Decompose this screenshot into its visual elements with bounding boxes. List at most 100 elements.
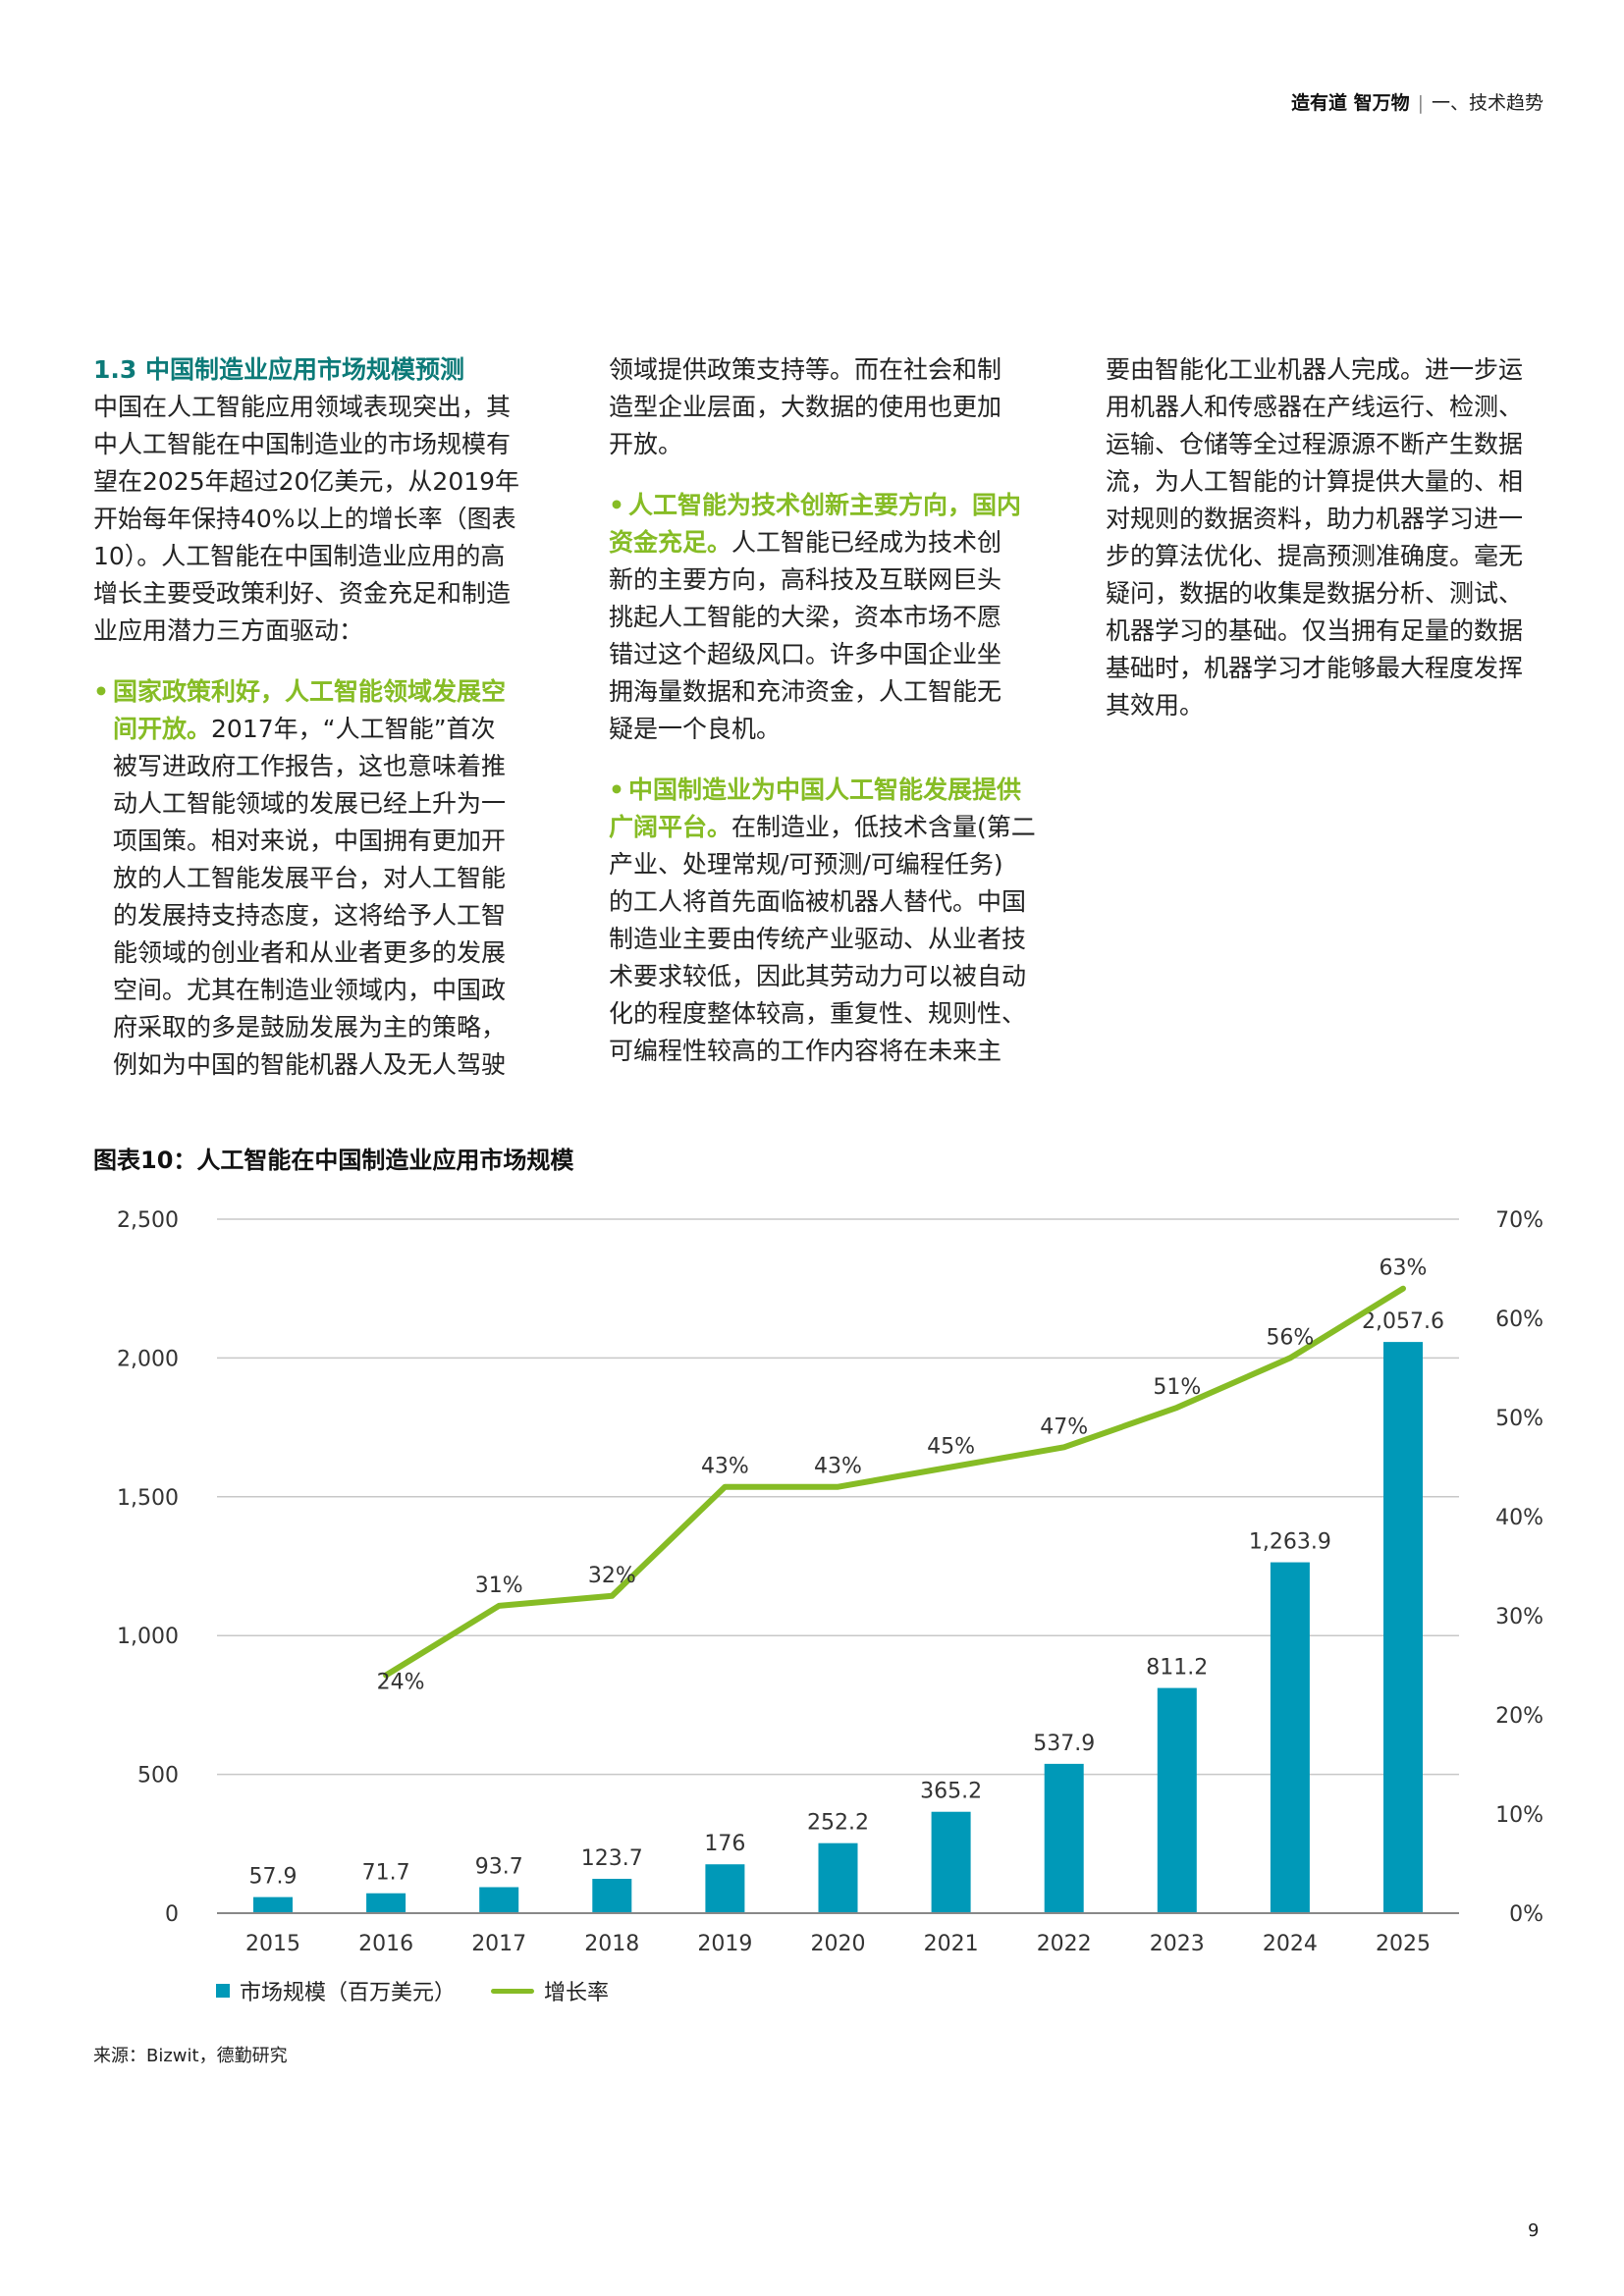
bar-2015: [253, 1896, 293, 1913]
body-text: 增长主要受政策利好、资金充足和制造: [93, 579, 512, 608]
text-line: 对规则的数据资料，助力机器学习进一: [1106, 501, 1567, 538]
text-line: 开始每年保持40%以上的增长率（图表: [93, 501, 555, 538]
line-value-label: 24%: [377, 1671, 425, 1695]
right-axis-tick: 70%: [1495, 1208, 1543, 1233]
text-line: 运输、仓储等全过程源源不断产生数据: [1106, 426, 1567, 463]
bar-value-label: 71.7: [362, 1861, 410, 1886]
body-text: 挑起人工智能的大梁，资本市场不愿: [609, 603, 1002, 631]
left-axis-tick: 1,000: [117, 1625, 179, 1649]
text-line: 例如为中国的智能机器人及无人驾驶: [93, 1046, 555, 1084]
line-value-label: 43%: [814, 1455, 862, 1479]
legend-label-line: 增长率: [544, 1981, 610, 2005]
body-text: 新的主要方向，高科技及互联网巨头: [609, 565, 1002, 594]
body-text: 空间。尤其在制造业领域内，中国政: [113, 976, 507, 1004]
body-text: 疑问，数据的收集是数据分析、测试、: [1106, 579, 1524, 608]
x-axis-tick: 2015: [245, 1932, 300, 1956]
text-line: 广阔平台。在制造业，低技术含量(第二: [609, 809, 1070, 846]
text-line: 能领域的创业者和从业者更多的发展: [93, 934, 555, 972]
paragraph-gap: [93, 650, 555, 673]
bar-value-label: 252.2: [807, 1811, 869, 1836]
body-text: 例如为中国的智能机器人及无人驾驶: [113, 1050, 507, 1079]
right-axis-tick: 0%: [1509, 1902, 1543, 1927]
left-axis-tick: 2,500: [117, 1208, 179, 1233]
body-text: 的工人将首先面临被机器人替代。中国: [609, 887, 1027, 916]
body-text: 的发展持支持态度，这将给予人工智: [113, 901, 507, 930]
body-text: 用机器人和传感器在产线运行、检测、: [1106, 393, 1524, 421]
bullet-lead-in: 中国制造业为中国人工智能发展提供: [628, 775, 1022, 804]
body-text: 在制造业，低技术含量(第二: [731, 813, 1036, 841]
body-text: 人工智能已经成为技术创: [731, 528, 1002, 557]
bar-value-label: 93.7: [475, 1855, 523, 1880]
body-text: 疑是一个良机。: [609, 715, 782, 743]
text-line: 业应用潜力三方面驱动：: [93, 613, 555, 650]
bar-value-label: 811.2: [1146, 1656, 1208, 1681]
body-text: 可编程性较高的工作内容将在未来主: [609, 1037, 1002, 1065]
running-header: 造有道 智万物 | 一、技术趋势: [1291, 88, 1543, 115]
source-note: 来源：Bizwit，德勤研究: [93, 2046, 288, 2066]
bar-2022: [1044, 1763, 1084, 1913]
body-text: 产业、处理常规/可预测/可编程任务): [609, 850, 1003, 879]
right-axis-tick: 20%: [1495, 1704, 1543, 1729]
body-text: 化的程度整体较高，重复性、规则性、: [609, 999, 1027, 1028]
text-line: 基础时，机器学习才能够最大程度发挥: [1106, 650, 1567, 687]
text-line: 动人工智能领域的发展已经上升为一: [93, 785, 555, 823]
text-line: 制造业主要由传统产业驱动、从业者技: [609, 921, 1070, 958]
x-axis-tick: 2019: [697, 1932, 752, 1956]
body-text: 2017年，“人工智能”首次: [211, 715, 496, 743]
line-value-label: 32%: [588, 1564, 636, 1588]
left-axis-tick: 500: [137, 1764, 179, 1789]
body-text: 步的算法优化、提高预测准确度。毫无: [1106, 542, 1524, 570]
text-line: 机器学习的基础。仅当拥有足量的数据: [1106, 613, 1567, 650]
body-text: 望在2025年超过20亿美元，从2019年: [93, 467, 520, 496]
body-text: 放的人工智能发展平台，对人工智能: [113, 864, 507, 892]
body-text: 开放。: [609, 430, 683, 458]
bullet-icon: •: [93, 677, 109, 706]
bar-value-label: 176: [704, 1832, 745, 1856]
bar-2017: [479, 1887, 519, 1913]
text-line: 空间。尤其在制造业领域内，中国政: [93, 972, 555, 1009]
body-text: 制造业主要由传统产业驱动、从业者技: [609, 925, 1027, 953]
x-axis-tick: 2024: [1263, 1932, 1318, 1956]
body-text: 术要求较低，因此其劳动力可以被自动: [609, 962, 1027, 990]
header-brand: 造有道 智万物: [1290, 92, 1410, 114]
body-text: 项国策。相对来说，中国拥有更加开: [113, 827, 507, 855]
body-text: 运输、仓储等全过程源源不断产生数据: [1106, 430, 1524, 458]
paragraph-gap: [609, 748, 1070, 772]
right-axis-tick: 10%: [1495, 1803, 1543, 1828]
legend-swatch-line: [491, 1988, 535, 1994]
text-line: 望在2025年超过20亿美元，从2019年: [93, 463, 555, 501]
chart-legend: 市场规模（百万美元） 增长率: [216, 1975, 609, 2006]
bullet-lead-in: 资金充足。: [609, 528, 732, 557]
body-text: 中国在人工智能应用领域表现突出，其: [93, 393, 512, 421]
header-separator: |: [1417, 92, 1424, 114]
text-line: 的发展持支持态度，这将给予人工智: [93, 897, 555, 934]
text-column-1: 1.3 中国制造业应用市场规模预测 中国在人工智能应用领域表现突出，其 中人工智能在…: [93, 351, 555, 1084]
text-line: 府采取的多是鼓励发展为主的策略，: [93, 1009, 555, 1046]
left-axis-tick: 2,000: [117, 1347, 179, 1371]
line-value-label: 56%: [1266, 1325, 1314, 1350]
heading-text: 1.3 中国制造业应用市场规模预测: [93, 355, 464, 384]
bar-2016: [366, 1893, 406, 1913]
text-line: 步的算法优化、提高预测准确度。毫无: [1106, 538, 1567, 575]
text-line: 产业、处理常规/可预测/可编程任务): [609, 846, 1070, 883]
text-line: 疑是一个良机。: [609, 711, 1070, 748]
text-line: 术要求较低，因此其劳动力可以被自动: [609, 958, 1070, 995]
body-text: 10）。人工智能在中国制造业应用的高: [93, 542, 506, 570]
x-axis-tick: 2020: [811, 1932, 866, 1956]
bar-2018: [592, 1879, 632, 1913]
right-axis-tick: 30%: [1495, 1605, 1543, 1629]
text-line: • 国家政策利好，人工智能领域发展空: [93, 673, 555, 711]
body-text: 府采取的多是鼓励发展为主的策略，: [113, 1013, 507, 1041]
line-value-label: 63%: [1380, 1256, 1428, 1281]
right-axis-tick: 50%: [1495, 1407, 1543, 1431]
bar-2021: [931, 1811, 971, 1913]
text-line: 被写进政府工作报告，这也意味着推: [93, 748, 555, 785]
text-line: 流，为人工智能的计算提供大量的、相: [1106, 463, 1567, 501]
bullet-lead-in: 广阔平台。: [609, 813, 732, 841]
text-line: 用机器人和传感器在产线运行、检测、: [1106, 389, 1567, 426]
bullet-lead-in: 间开放。: [113, 715, 212, 743]
bar-value-label: 2,057.6: [1362, 1309, 1444, 1334]
text-line: 放的人工智能发展平台，对人工智能: [93, 860, 555, 897]
bar-2023: [1157, 1687, 1197, 1913]
body-text: 流，为人工智能的计算提供大量的、相: [1106, 467, 1524, 496]
